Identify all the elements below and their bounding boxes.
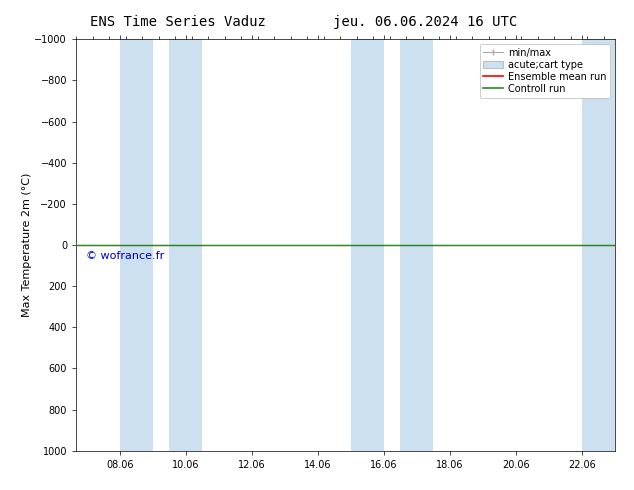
Text: © wofrance.fr: © wofrance.fr	[86, 251, 164, 261]
Y-axis label: Max Temperature 2m (°C): Max Temperature 2m (°C)	[22, 173, 32, 317]
Bar	[169, 39, 202, 451]
Text: ENS Time Series Vaduz: ENS Time Series Vaduz	[89, 15, 266, 29]
Bar	[120, 39, 153, 451]
Text: jeu. 06.06.2024 16 UTC: jeu. 06.06.2024 16 UTC	[333, 15, 517, 29]
Bar	[582, 39, 615, 451]
Bar	[401, 39, 434, 451]
Bar	[351, 39, 384, 451]
Legend: min/max, acute;cart type, Ensemble mean run, Controll run: min/max, acute;cart type, Ensemble mean …	[479, 44, 610, 98]
